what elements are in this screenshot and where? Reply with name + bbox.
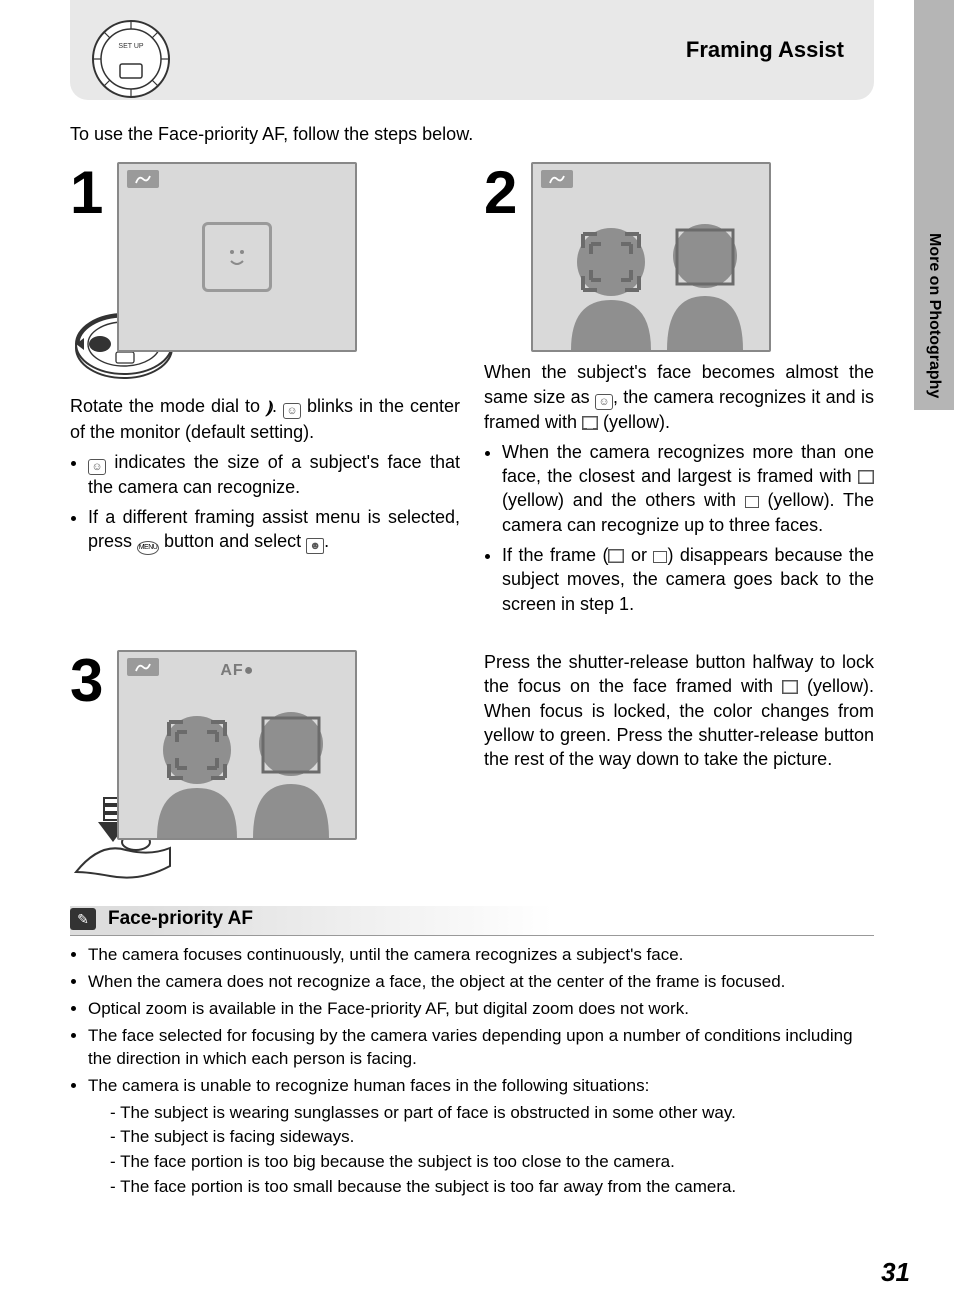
page-header: SET UP Framing Assist bbox=[70, 0, 874, 100]
step-2-lcd bbox=[531, 162, 771, 352]
smile-icon bbox=[283, 403, 301, 419]
smile-icon bbox=[595, 394, 613, 410]
note-b3: Optical zoom is available in the Face-pr… bbox=[88, 998, 874, 1021]
step-1-bullet-1: indicates the size of a subject's face t… bbox=[88, 450, 460, 499]
intro-text: To use the Face-priority AF, follow the … bbox=[70, 122, 874, 146]
note-b2: When the camera does not recognize a fac… bbox=[88, 971, 874, 994]
t: button and select bbox=[159, 531, 306, 551]
people-silhouette bbox=[533, 200, 773, 350]
page-number: 31 bbox=[881, 1255, 910, 1290]
note-d4: The face portion is too small because th… bbox=[110, 1176, 874, 1199]
t: indicates the size of a subject's face t… bbox=[88, 452, 460, 497]
note-heading: ✎ Face-priority AF bbox=[70, 906, 874, 936]
af-indicator: AF● bbox=[220, 660, 254, 682]
face-af-icon bbox=[306, 538, 324, 554]
step-2-number: 2 bbox=[484, 166, 517, 220]
t: . bbox=[272, 396, 283, 416]
note-block: ✎ Face-priority AF The camera focuses co… bbox=[70, 906, 874, 1199]
square-icon bbox=[653, 551, 667, 563]
menu-button-icon bbox=[137, 541, 159, 555]
step-3-body: Press the shutter-release button halfway… bbox=[484, 650, 874, 771]
scene-mode-icon bbox=[541, 170, 573, 188]
smile-icon bbox=[88, 459, 106, 475]
t: The camera is unable to recognize human … bbox=[88, 1076, 649, 1095]
t: When the camera recognizes more than one… bbox=[502, 442, 874, 486]
t: Rotate the mode dial to bbox=[70, 396, 266, 416]
note-b4: The face selected for focusing by the ca… bbox=[88, 1025, 874, 1071]
bracket-icon bbox=[782, 680, 798, 694]
bracket-icon bbox=[858, 470, 874, 484]
step-1-bullet-2: If a different framing assist menu is se… bbox=[88, 505, 460, 555]
t: (yellow). bbox=[598, 412, 670, 432]
smile-frame-icon bbox=[202, 222, 272, 292]
step-2: 2 bbox=[484, 162, 874, 622]
step-1-lcd bbox=[117, 162, 357, 352]
step-2-bullet-2: If the frame ( or ) disappears because t… bbox=[502, 543, 874, 616]
page-title: Framing Assist bbox=[686, 35, 844, 65]
t: If the frame ( bbox=[502, 545, 608, 565]
step-1-number: 1 bbox=[70, 166, 103, 220]
step-2-bullet-1: When the camera recognizes more than one… bbox=[502, 440, 874, 537]
scene-mode-icon bbox=[127, 658, 159, 676]
note-d2: The subject is facing sideways. bbox=[110, 1126, 874, 1149]
page-content: To use the Face-priority AF, follow the … bbox=[0, 100, 954, 1199]
t: (yellow) and the others with bbox=[502, 490, 745, 510]
note-b5: The camera is unable to recognize human … bbox=[88, 1075, 874, 1200]
bracket-icon bbox=[582, 416, 598, 430]
square-icon bbox=[745, 496, 759, 508]
step-3-right: Press the shutter-release button halfway… bbox=[484, 632, 874, 888]
step-2-body: When the subject's face becomes almost t… bbox=[484, 360, 874, 434]
t: or bbox=[624, 545, 653, 565]
step-1-body: Rotate the mode dial to ⦆. blinks in the… bbox=[70, 394, 460, 444]
note-d3: The face portion is too big because the … bbox=[110, 1151, 874, 1174]
note-b1: The camera focuses continuously, until t… bbox=[88, 944, 874, 967]
mode-dial-icon: SET UP bbox=[90, 18, 172, 100]
step-1: 1 bbox=[70, 162, 460, 622]
side-section-tab: More on Photography bbox=[914, 0, 954, 410]
svg-text:SET UP: SET UP bbox=[118, 43, 143, 50]
note-title: Face-priority AF bbox=[108, 906, 253, 932]
note-icon: ✎ bbox=[70, 908, 96, 930]
scene-mode-icon bbox=[127, 170, 159, 188]
people-silhouette bbox=[119, 688, 359, 838]
step-3-number: 3 bbox=[70, 654, 103, 708]
bracket-icon bbox=[608, 549, 624, 563]
step-3-left: 3 AF● bbox=[70, 632, 460, 888]
t: . bbox=[324, 531, 329, 551]
side-tab-label: More on Photography bbox=[923, 233, 945, 398]
note-d1: The subject is wearing sunglasses or par… bbox=[110, 1102, 874, 1125]
step-3-lcd: AF● bbox=[117, 650, 357, 840]
